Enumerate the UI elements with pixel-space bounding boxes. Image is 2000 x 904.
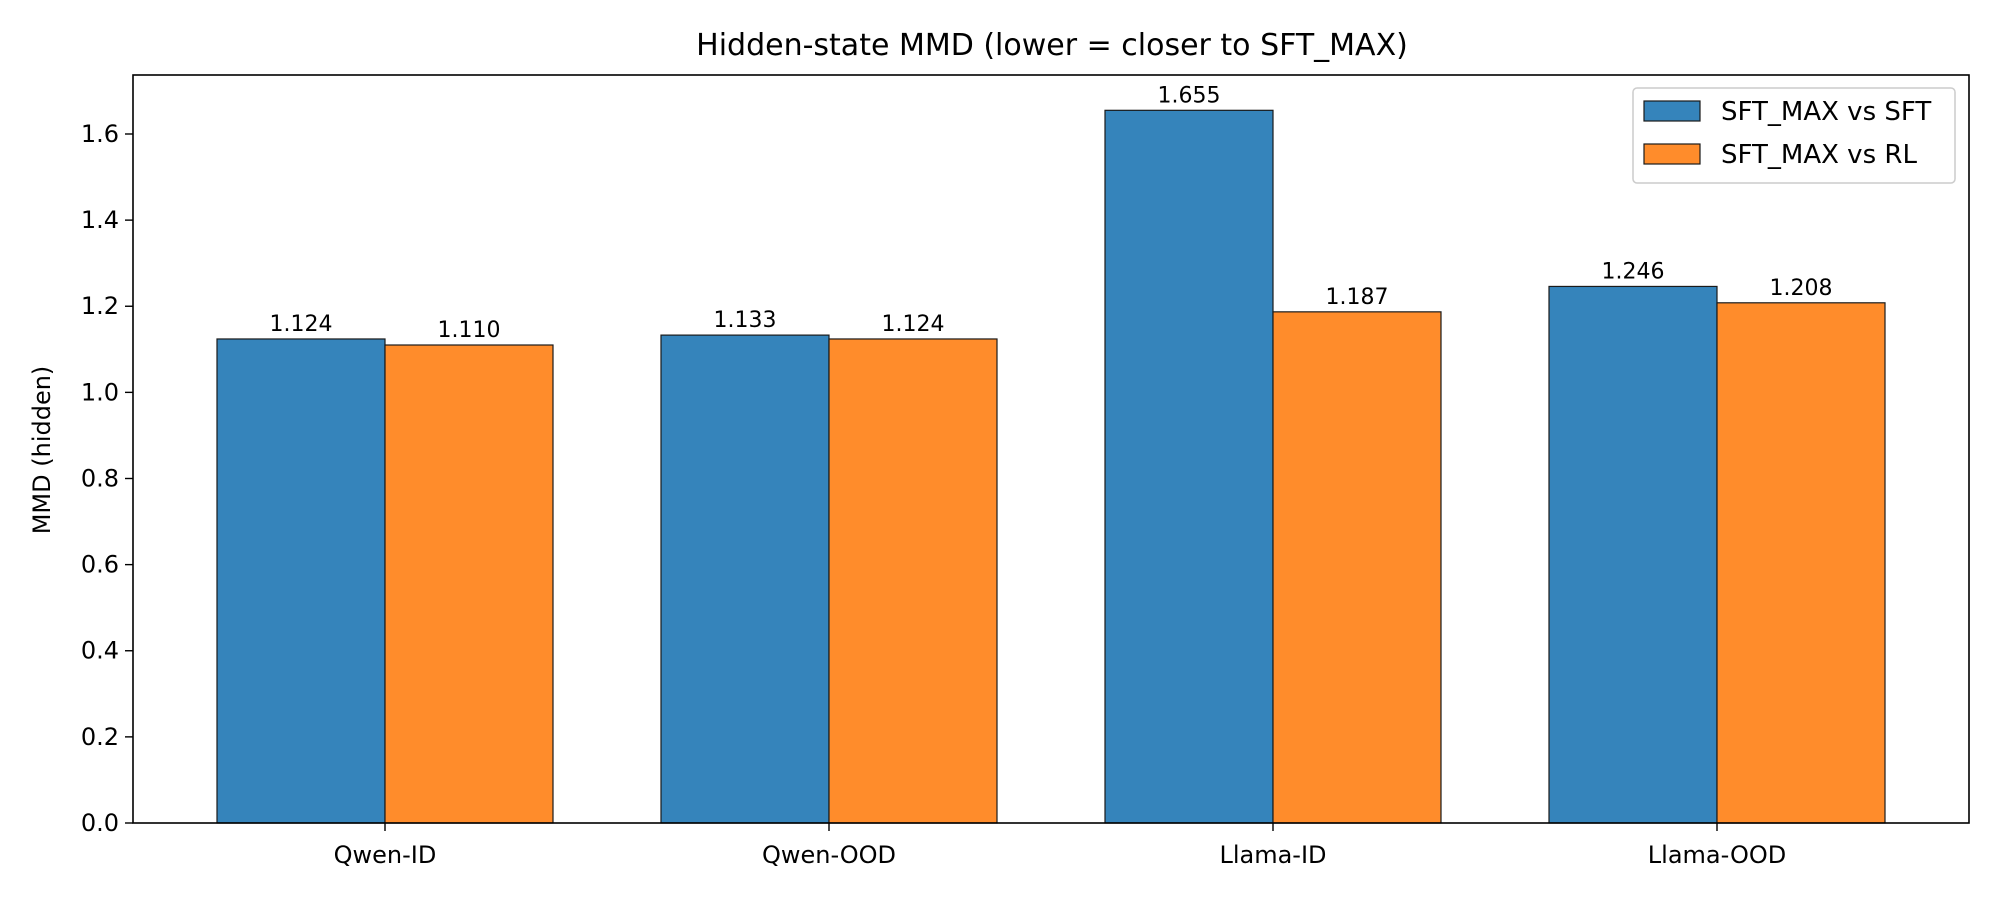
y-tick-label: 1.2 bbox=[81, 292, 119, 320]
bar-value-label: 1.124 bbox=[882, 312, 945, 337]
legend-swatch-2 bbox=[1643, 143, 1701, 165]
x-tick-label: Qwen-ID bbox=[334, 841, 437, 869]
bar-sft-max-vs-sft-llama-id bbox=[1104, 109, 1274, 824]
y-tick-label: 1.6 bbox=[81, 120, 119, 148]
x-tick-label: Llama-ID bbox=[1219, 841, 1326, 869]
y-axis-label: MMD (hidden) bbox=[28, 366, 56, 535]
bar-sft-max-vs-sft-qwen-id bbox=[216, 338, 386, 824]
chart-title: Hidden-state MMD (lower = closer to SFT_… bbox=[696, 28, 1408, 63]
plot-frame bbox=[132, 74, 1970, 824]
bar-sft-max-vs-sft-llama-ood bbox=[1548, 285, 1718, 824]
y-tick-label: 0.4 bbox=[81, 637, 119, 665]
legend-label-2: SFT_MAX vs RL bbox=[1721, 140, 1917, 170]
bar-value-label: 1.187 bbox=[1326, 285, 1389, 310]
bar-value-label: 1.133 bbox=[714, 308, 777, 333]
y-tick-label: 0.0 bbox=[81, 809, 119, 837]
bar-sft-max-vs-rl-qwen-id bbox=[384, 344, 554, 824]
bar-value-label: 1.246 bbox=[1602, 259, 1665, 284]
bar-value-label: 1.124 bbox=[270, 312, 333, 337]
y-tick-label: 0.8 bbox=[81, 464, 119, 492]
x-tick-label: Llama-OOD bbox=[1648, 841, 1786, 869]
bar-sft-max-vs-rl-qwen-ood bbox=[828, 338, 998, 824]
legend-label-1: SFT_MAX vs SFT bbox=[1721, 97, 1931, 127]
x-tick-label: Qwen-OOD bbox=[762, 841, 896, 869]
y-tick-label: 1.0 bbox=[81, 378, 119, 406]
legend bbox=[1632, 87, 1956, 184]
bar-value-label: 1.655 bbox=[1158, 83, 1221, 108]
bar-sft-max-vs-rl-llama-id bbox=[1272, 311, 1442, 824]
bar-value-label: 1.208 bbox=[1770, 276, 1833, 301]
y-tick-label: 0.6 bbox=[81, 551, 119, 579]
y-tick-label: 0.2 bbox=[81, 723, 119, 751]
y-tick-label: 1.4 bbox=[81, 206, 119, 234]
legend-swatch-1 bbox=[1643, 100, 1701, 122]
bar-value-label: 1.110 bbox=[438, 318, 501, 343]
bar-sft-max-vs-sft-qwen-ood bbox=[660, 334, 830, 824]
bar-sft-max-vs-rl-llama-ood bbox=[1716, 302, 1886, 824]
